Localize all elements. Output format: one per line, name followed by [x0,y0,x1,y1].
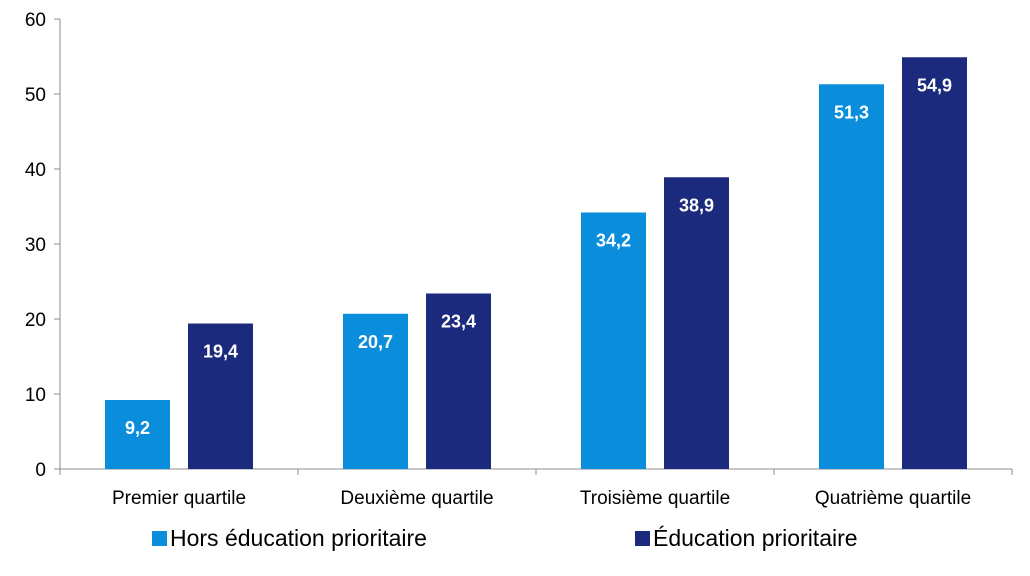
data-label: 19,4 [203,342,238,362]
y-tick-label: 20 [25,310,46,331]
bar [188,323,253,469]
bar [664,177,729,469]
data-label: 34,2 [596,231,631,251]
bar [902,57,967,469]
x-category-label: Troisième quartile [580,488,730,509]
legend-label: Hors éducation prioritaire [170,525,427,551]
x-axis: Premier quartile Deuxième quartile Troisiè… [59,468,1013,509]
y-tick-label: 0 [35,460,46,481]
data-label: 23,4 [441,312,476,332]
legend-label: Éducation prioritaire [653,525,858,551]
data-label: 20,7 [358,332,393,352]
y-tick-label: 10 [25,385,46,406]
data-label: 38,9 [679,195,714,215]
y-tick-label: 30 [25,235,46,256]
y-axis: 0 10 20 30 40 50 60 [25,10,61,481]
data-label: 9,2 [125,418,150,438]
bar [819,84,884,469]
data-label: 54,9 [917,75,952,95]
legend: Hors éducation prioritaire Éducation prio… [152,525,858,551]
y-tick-label: 50 [25,85,46,106]
legend-swatch [635,531,650,546]
legend-swatch [152,531,167,546]
bar [343,313,408,469]
y-tick-label: 60 [25,10,46,31]
bar [426,293,491,469]
bar [105,400,170,469]
x-category-label: Premier quartile [112,488,246,509]
x-category-label: Quatrième quartile [815,488,971,509]
bar [581,212,646,469]
bars: 9,2 19,4 20,7 23,4 34,2 38,9 51,3 54,9 [105,57,967,469]
y-tick-label: 40 [25,160,46,181]
data-label: 51,3 [834,102,869,122]
x-category-label: Deuxième quartile [340,488,493,509]
